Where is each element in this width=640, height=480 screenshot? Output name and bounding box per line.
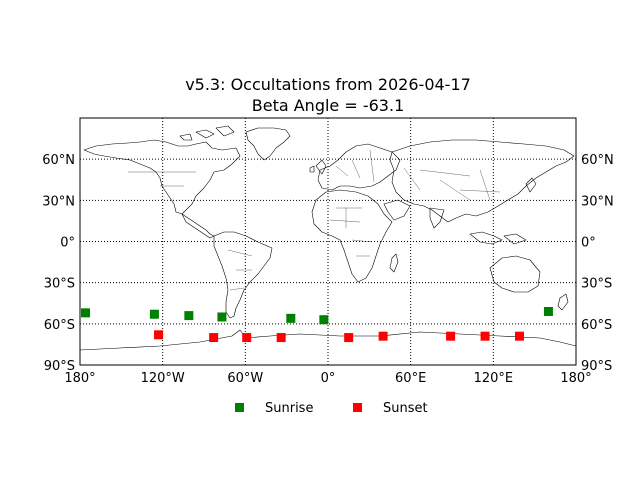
new-zealand-coastline <box>557 293 569 311</box>
y-tick-label-right: 60°N <box>581 153 614 168</box>
axis-ticks: 180° 120°W 60°W 0° 60°E 120°E 180° 60°N 60°N 30°N… <box>42 153 614 386</box>
country-borders <box>128 149 501 291</box>
sunset-point <box>276 333 286 343</box>
legend-label-sunset: Sunset <box>383 401 428 416</box>
x-tick-label: 60°W <box>227 371 263 386</box>
sunset-point <box>515 331 525 341</box>
legend-label-sunrise: Sunrise <box>265 401 313 416</box>
occultation-markers <box>81 306 553 343</box>
legend-marker-sunset <box>353 403 362 412</box>
greenland-coastline <box>245 127 291 161</box>
sunset-point <box>154 330 164 340</box>
world-map <box>79 125 577 351</box>
sunset-point <box>209 333 219 343</box>
sunrise-point <box>286 313 296 323</box>
chart-title-line-1: v5.3: Occultations from 2026-04-17 <box>185 75 471 94</box>
x-tick-label: 0° <box>321 371 336 386</box>
x-tick-label: 180° <box>64 371 95 386</box>
y-tick-label-right: 90°S <box>581 359 612 374</box>
legend-marker-sunrise <box>235 403 244 412</box>
asia-coastline <box>389 139 575 223</box>
y-tick-label-right: 0° <box>581 236 596 251</box>
madagascar-coastline <box>389 253 399 273</box>
y-tick-label-left: 30°S <box>44 277 75 292</box>
y-tick-label-right: 30°N <box>581 194 614 209</box>
sunset-point <box>446 331 456 341</box>
y-tick-label-left: 30°N <box>42 194 75 209</box>
sunrise-point <box>81 308 91 318</box>
y-tick-label-left: 60°S <box>44 318 75 333</box>
japan-coastline <box>525 177 537 193</box>
y-tick-label-left: 60°N <box>42 153 75 168</box>
sunset-point <box>344 333 354 343</box>
y-tick-label-right: 60°S <box>581 318 612 333</box>
y-tick-label-right: 30°S <box>581 277 612 292</box>
sunset-point <box>242 333 252 343</box>
x-tick-label: 120°E <box>474 371 514 386</box>
sunrise-point <box>149 309 159 319</box>
sunrise-point <box>543 306 553 316</box>
australia-coastline <box>489 255 541 293</box>
south-america-coastline <box>213 231 273 319</box>
x-tick-label: 180° <box>560 371 591 386</box>
x-tick-label: 60°E <box>395 371 426 386</box>
north-america-coastline <box>83 139 241 215</box>
y-tick-label-left: 90°S <box>44 359 75 374</box>
map-frame <box>79 117 577 366</box>
sunset-point <box>480 331 490 341</box>
y-tick-label-left: 0° <box>60 236 75 251</box>
arctic-islands-coastline <box>179 125 235 141</box>
graticule <box>80 118 576 365</box>
british-isles-coastline <box>309 159 327 175</box>
sunset-point <box>378 331 388 341</box>
sunrise-point <box>319 315 329 325</box>
legend: Sunrise Sunset <box>235 401 428 416</box>
sunrise-point <box>184 311 194 321</box>
europe-coastline <box>317 143 401 191</box>
x-tick-label: 120°W <box>141 371 185 386</box>
sunrise-point <box>217 312 227 322</box>
africa-coastline <box>311 189 393 283</box>
antarctica-coastline <box>79 329 577 351</box>
chart-title-line-2: Beta Angle = -63.1 <box>252 96 405 115</box>
